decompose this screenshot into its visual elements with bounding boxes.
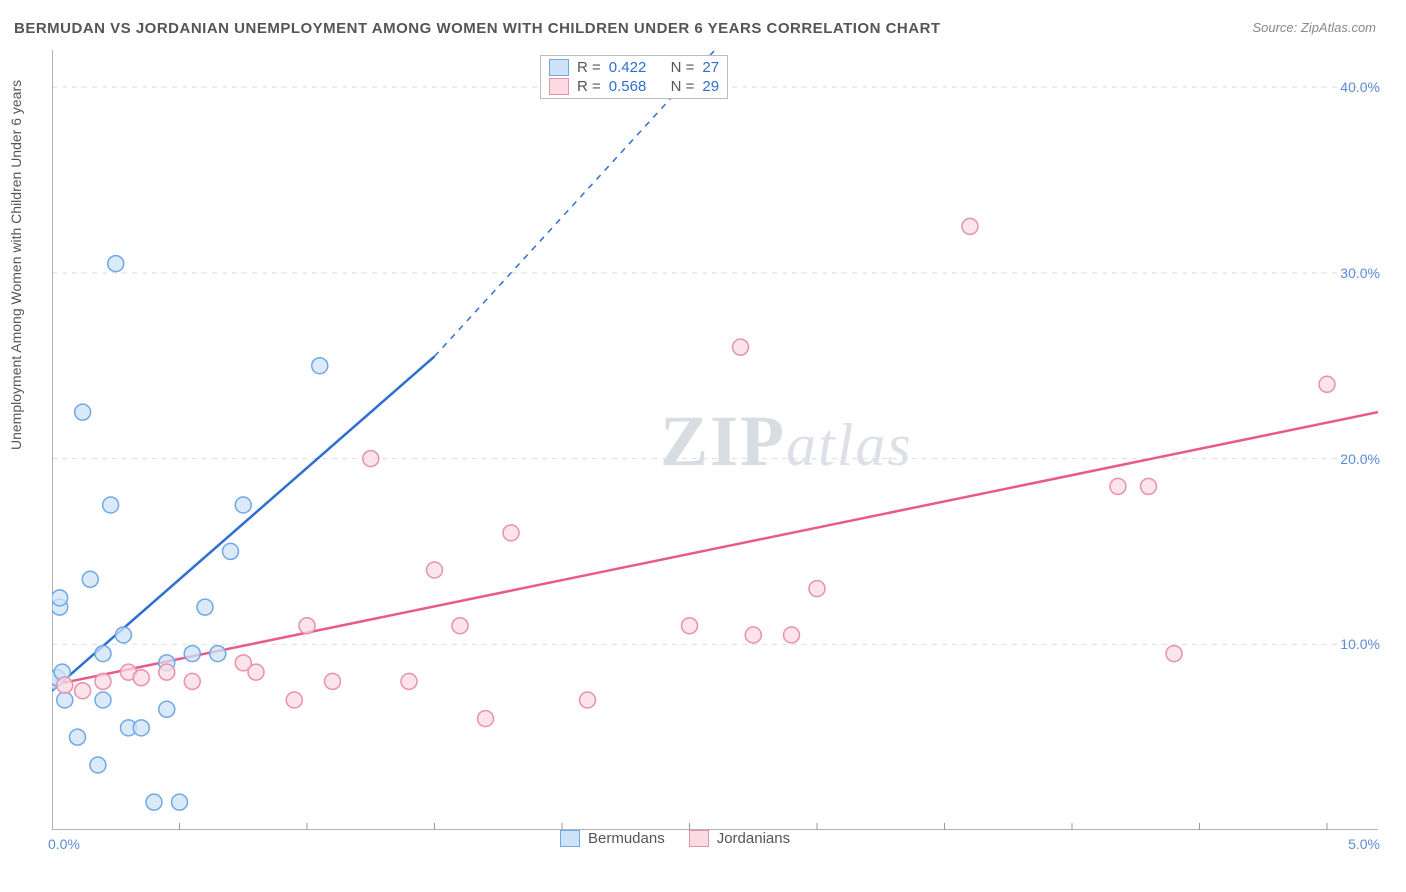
stats-row-jordanians: R = 0.568 N = 29 (549, 77, 719, 96)
stats-row-bermudans: R = 0.422 N = 27 (549, 58, 719, 77)
r-value-jordanians: 0.568 (609, 78, 647, 95)
swatch-jordanians (549, 78, 569, 95)
xtick-label: 0.0% (48, 836, 80, 852)
r-value-bermudans: 0.422 (609, 59, 647, 76)
ytick-label: 40.0% (1340, 79, 1380, 95)
legend-label-bermudans: Bermudans (588, 830, 665, 847)
ytick-label: 30.0% (1340, 265, 1380, 281)
ytick-label: 20.0% (1340, 451, 1380, 467)
n-label: N = (671, 59, 695, 76)
r-label: R = (577, 78, 601, 95)
chart-title: BERMUDAN VS JORDANIAN UNEMPLOYMENT AMONG… (14, 20, 941, 37)
source-label: Source: ZipAtlas.com (1252, 20, 1376, 35)
stats-legend: R = 0.422 N = 27 R = 0.568 N = 29 (540, 55, 728, 99)
scatter-plot (52, 50, 1378, 830)
legend-item-bermudans: Bermudans (560, 830, 665, 847)
legend-label-jordanians: Jordanians (717, 830, 790, 847)
legend-item-jordanians: Jordanians (689, 830, 790, 847)
series-legend: Bermudans Jordanians (560, 830, 790, 847)
legend-swatch-bermudans (560, 830, 580, 847)
xaxis-end-label: 5.0% (1348, 836, 1380, 852)
ytick-label: 10.0% (1340, 636, 1380, 652)
r-label: R = (577, 59, 601, 76)
swatch-bermudans (549, 59, 569, 76)
n-label: N = (671, 78, 695, 95)
y-axis-label: Unemployment Among Women with Children U… (8, 80, 24, 450)
n-value-jordanians: 29 (702, 78, 719, 95)
n-value-bermudans: 27 (702, 59, 719, 76)
legend-swatch-jordanians (689, 830, 709, 847)
